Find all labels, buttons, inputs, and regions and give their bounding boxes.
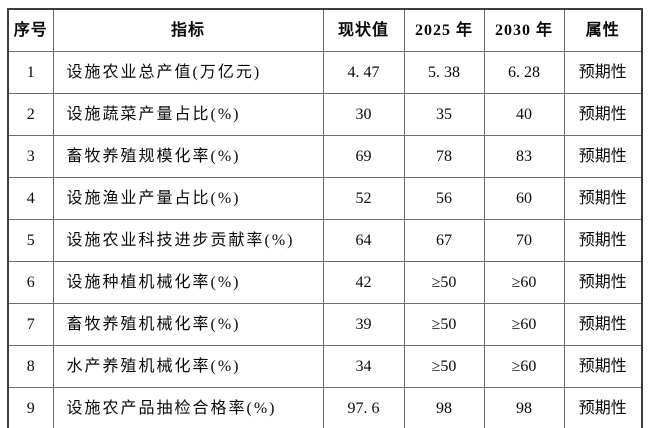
target-2025-cell: 67: [403, 219, 485, 262]
target-2025-cell: 98: [403, 387, 485, 428]
current-value-cell: 64: [322, 219, 405, 262]
header-row: 序号 指标 现状值 2025 年 2030 年 属性: [7, 8, 643, 52]
target-2030-cell: 60: [483, 177, 565, 220]
row-index-cell: 1: [7, 51, 54, 94]
indicator-cell: 设施种植机械化率(%): [52, 261, 324, 304]
indicator-cell: 设施农产品抽检合格率(%): [52, 387, 324, 428]
header-attribute: 属性: [563, 8, 643, 52]
indicator-cell: 设施农业总产值(万亿元): [52, 51, 324, 94]
row-index-cell: 4: [7, 177, 54, 220]
table-row-8: 8 水产养殖机械化率(%) 34 ≥50 ≥60 预期性: [7, 345, 643, 388]
row-index-cell: 9: [7, 387, 54, 428]
attribute-cell: 预期性: [563, 177, 643, 220]
indicator-cell: 畜牧养殖机械化率(%): [52, 303, 324, 346]
header-2030: 2030 年: [483, 8, 565, 52]
current-value-cell: 97. 6: [322, 387, 405, 428]
current-value-cell: 52: [322, 177, 405, 220]
table-row-7: 7 畜牧养殖机械化率(%) 39 ≥50 ≥60 预期性: [7, 303, 643, 346]
target-2025-cell: 5. 38: [403, 51, 485, 94]
attribute-cell: 预期性: [563, 387, 643, 428]
target-2030-cell: ≥60: [483, 303, 565, 346]
table-row-6: 6 设施种植机械化率(%) 42 ≥50 ≥60 预期性: [7, 261, 643, 304]
row-index-cell: 5: [7, 219, 54, 262]
target-2025-cell: 35: [403, 93, 485, 136]
table-row-5: 5 设施农业科技进步贡献率(%) 64 67 70 预期性: [7, 219, 643, 262]
current-value-cell: 4. 47: [322, 51, 405, 94]
attribute-cell: 预期性: [563, 219, 643, 262]
indicator-cell: 水产养殖机械化率(%): [52, 345, 324, 388]
current-value-cell: 42: [322, 261, 405, 304]
target-2025-cell: 56: [403, 177, 485, 220]
current-value-cell: 39: [322, 303, 405, 346]
target-2030-cell: ≥60: [483, 345, 565, 388]
target-2025-cell: 78: [403, 135, 485, 178]
target-2025-cell: ≥50: [403, 345, 485, 388]
target-2030-cell: 83: [483, 135, 565, 178]
header-index: 序号: [7, 8, 54, 52]
attribute-cell: 预期性: [563, 51, 643, 94]
attribute-cell: 预期性: [563, 261, 643, 304]
row-index-cell: 8: [7, 345, 54, 388]
table-row-1: 1 设施农业总产值(万亿元) 4. 47 5. 38 6. 28 预期性: [7, 51, 643, 94]
row-index-cell: 3: [7, 135, 54, 178]
attribute-cell: 预期性: [563, 135, 643, 178]
target-2030-cell: 98: [483, 387, 565, 428]
row-index-cell: 6: [7, 261, 54, 304]
indicator-cell: 畜牧养殖规模化率(%): [52, 135, 324, 178]
indicator-cell: 设施蔬菜产量占比(%): [52, 93, 324, 136]
row-index-cell: 2: [7, 93, 54, 136]
target-2025-cell: ≥50: [403, 303, 485, 346]
targets-table: 序号 指标 现状值 2025 年 2030 年 属性 1 设施农业总产值(万亿元…: [7, 8, 643, 428]
header-current-value: 现状值: [322, 8, 405, 52]
target-2030-cell: 6. 28: [483, 51, 565, 94]
attribute-cell: 预期性: [563, 303, 643, 346]
attribute-cell: 预期性: [563, 345, 643, 388]
current-value-cell: 34: [322, 345, 405, 388]
header-2025: 2025 年: [403, 8, 485, 52]
table-row-3: 3 畜牧养殖规模化率(%) 69 78 83 预期性: [7, 135, 643, 178]
table-row-9: 9 设施农产品抽检合格率(%) 97. 6 98 98 预期性: [7, 387, 643, 428]
current-value-cell: 30: [322, 93, 405, 136]
target-2030-cell: ≥60: [483, 261, 565, 304]
indicator-cell: 设施渔业产量占比(%): [52, 177, 324, 220]
header-indicator: 指标: [52, 8, 324, 52]
table-row-4: 4 设施渔业产量占比(%) 52 56 60 预期性: [7, 177, 643, 220]
target-2025-cell: ≥50: [403, 261, 485, 304]
row-index-cell: 7: [7, 303, 54, 346]
attribute-cell: 预期性: [563, 93, 643, 136]
table-row-2: 2 设施蔬菜产量占比(%) 30 35 40 预期性: [7, 93, 643, 136]
target-2030-cell: 40: [483, 93, 565, 136]
current-value-cell: 69: [322, 135, 405, 178]
indicator-cell: 设施农业科技进步贡献率(%): [52, 219, 324, 262]
target-2030-cell: 70: [483, 219, 565, 262]
